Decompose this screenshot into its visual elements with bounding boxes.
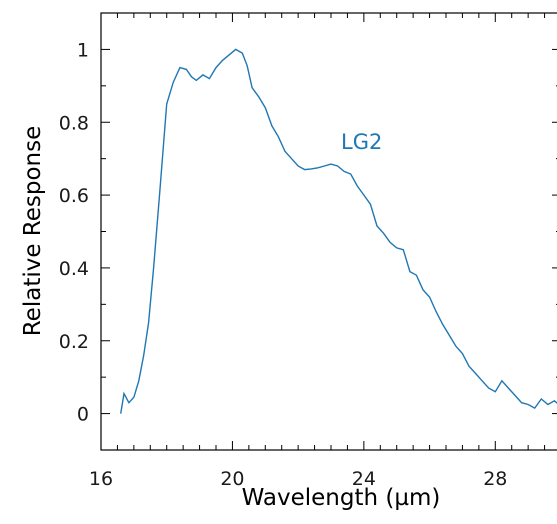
y-tick-label: 0.2 <box>59 331 89 353</box>
axis-ticks <box>100 12 557 451</box>
x-tick-label: 24 <box>352 468 376 490</box>
y-tick-label: 0 <box>77 404 89 426</box>
tick-labels: 16 20 24 28 0 0.2 0.4 0.6 0.8 1 <box>59 39 508 490</box>
series-line-lg2 <box>120 48 557 414</box>
x-axis-title: Wavelength (µm) <box>242 485 441 511</box>
y-tick-label: 0.8 <box>59 112 89 134</box>
y-tick-label: 0.4 <box>59 258 89 280</box>
x-tick-label: 16 <box>89 468 113 490</box>
y-axis-title: Relative Response <box>20 126 46 337</box>
x-tick-label: 20 <box>220 468 244 490</box>
x-tick-label: 28 <box>483 468 507 490</box>
y-tick-label: 1 <box>77 39 89 61</box>
series-label-lg2: LG2 <box>341 130 382 154</box>
y-tick-label: 0.6 <box>59 185 89 207</box>
plot-frame <box>100 12 557 451</box>
